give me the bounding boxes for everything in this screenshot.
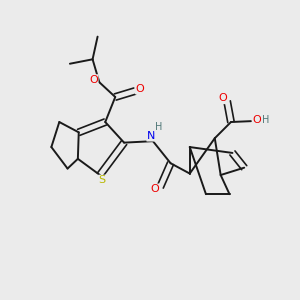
Text: O: O xyxy=(253,115,261,125)
Text: S: S xyxy=(99,175,106,185)
Text: H: H xyxy=(262,115,269,125)
Text: O: O xyxy=(89,75,98,85)
Text: N: N xyxy=(147,131,155,141)
Text: O: O xyxy=(136,84,144,94)
Text: H: H xyxy=(155,122,163,132)
Text: O: O xyxy=(151,184,159,194)
Text: O: O xyxy=(218,94,227,103)
